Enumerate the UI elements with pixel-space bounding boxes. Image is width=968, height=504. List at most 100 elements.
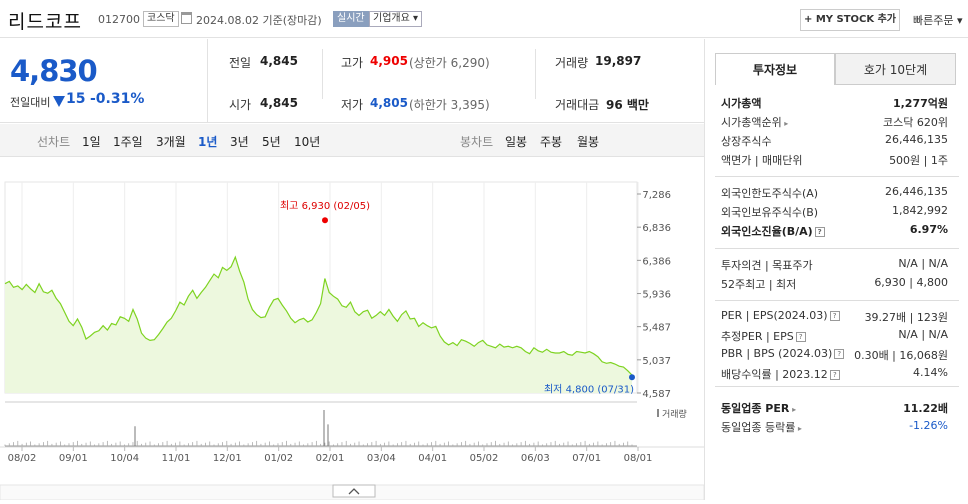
quote-area xyxy=(208,39,704,123)
candle-period-0[interactable]: 일봉 xyxy=(505,135,528,149)
inv-value-rows5-1: -1.26% xyxy=(909,419,948,432)
low-marker xyxy=(629,374,635,381)
candle-chart-label: 봉차트 xyxy=(460,135,494,149)
inv-value-rows3-0: N/A | N/A xyxy=(898,257,948,270)
current-price: 4,830 xyxy=(10,54,98,88)
down-triangle-icon xyxy=(53,96,65,107)
inv-label-rows4-0[interactable]: PER | EPS(2024.03)? xyxy=(721,309,840,322)
x-tick-label: 08/01 xyxy=(624,453,653,464)
x-tick-label: 01/02 xyxy=(264,453,293,464)
line-chart-label: 선차트 xyxy=(37,135,71,149)
chevron-right-icon: ▸ xyxy=(795,424,802,433)
period-bar xyxy=(0,124,704,157)
tab-order-book[interactable]: 호가 10단계 xyxy=(835,53,956,85)
x-tick-label: 02/01 xyxy=(316,453,345,464)
inv-label-rows1-2: 상장주식수 xyxy=(721,133,772,149)
period-6[interactable]: 10년 xyxy=(294,135,321,149)
inv-label-text: 동일업종 PER xyxy=(721,402,790,415)
date-text: 2024.08.02 기준(장마감) xyxy=(196,14,322,27)
inv-label-text: 외국인보유주식수(B) xyxy=(721,206,819,219)
inv-label-rows5-0[interactable]: 동일업종 PER ▸ xyxy=(721,400,796,416)
x-tick-label: 11/01 xyxy=(162,453,191,464)
inv-value-rows1-0: 1,277억원 xyxy=(892,97,948,110)
x-tick-label: 03/04 xyxy=(367,453,396,464)
volume-legend-icon xyxy=(657,409,659,417)
price-chart-svg: 7,286 6,836 6,386 5,936 5,487 5,037 4,587 최고 6,… xyxy=(0,181,705,501)
inv-label-rows3-0: 투자의견 | 목표주가 xyxy=(721,257,813,273)
high-value: 4,905 xyxy=(370,54,408,68)
help-icon[interactable]: ? xyxy=(795,332,806,342)
chevron-right-icon: ▸ xyxy=(789,405,797,414)
change-percent: -0.31% xyxy=(90,91,145,107)
chevron-up-icon xyxy=(348,488,360,495)
x-tick-label: 09/01 xyxy=(59,453,88,464)
prev-close-label: 전일 xyxy=(229,56,252,70)
inv-label-rows5-1[interactable]: 동일업종 등락률 ▸ xyxy=(721,419,802,435)
candle-period-2[interactable]: 월봉 xyxy=(577,135,600,149)
inv-label-rows2-0: 외국인한도주식수(A) xyxy=(721,185,818,201)
inv-label-text: 상장주식수 xyxy=(721,135,772,148)
volume-label: 거래량 xyxy=(662,408,687,420)
inv-value-rows2-2: 6.97% xyxy=(909,223,948,236)
period-3[interactable]: 1년 xyxy=(198,135,218,149)
x-tick-label: 08/02 xyxy=(8,453,37,464)
inv-value-rows4-0: 39.27배 | 123원 xyxy=(864,311,948,324)
period-0[interactable]: 1일 xyxy=(82,135,101,149)
inv-label-text: 시가총액 xyxy=(721,97,762,110)
x-tick-label: 05/02 xyxy=(470,453,499,464)
stock-name: 리드코프 xyxy=(8,11,82,33)
inv-label-text: PBR | BPS (2024.03) xyxy=(721,347,833,360)
inv-label-rows1-1[interactable]: 시가총액순위 ▸ xyxy=(721,114,788,130)
inv-label-rows4-2[interactable]: PBR | BPS (2024.03)? xyxy=(721,347,845,360)
inv-label-rows1-0: 시가총액 xyxy=(721,95,761,111)
x-tick-label: 04/01 xyxy=(418,453,447,464)
y-tick-label: 7,286 xyxy=(642,190,671,201)
candle-period-1[interactable]: 주봉 xyxy=(540,135,563,149)
x-tick-label: 12/01 xyxy=(213,453,242,464)
tab-investment-info[interactable]: 투자정보 xyxy=(715,53,835,85)
inv-label-rows2-2[interactable]: 외국인소진율(B/A)? xyxy=(721,223,825,239)
market-badge: 코스닥 xyxy=(143,11,179,27)
period-4[interactable]: 3년 xyxy=(230,135,249,149)
collapse-button xyxy=(332,484,376,498)
price-chart[interactable]: 7,286 6,836 6,386 5,936 5,487 5,037 4,587 최고 6,… xyxy=(0,158,705,501)
inv-value-rows2-1: 1,842,992 xyxy=(892,204,948,217)
stock-code: 012700 xyxy=(98,13,140,26)
inv-value-rows1-1: 코스닥 620위 xyxy=(883,116,948,129)
inv-value-rows1-2: 26,446,135 xyxy=(885,133,948,146)
inv-label-rows1-3: 액면가 | 매매단위 xyxy=(721,152,803,168)
add-mystock-button[interactable]: + MY STOCK 추가 xyxy=(800,9,900,31)
inv-label-rows4-1[interactable]: 추정PER | EPS? xyxy=(721,328,806,344)
help-icon[interactable]: ? xyxy=(814,227,825,237)
open-value: 4,845 xyxy=(260,96,298,110)
section-divider xyxy=(715,300,959,301)
divider xyxy=(535,49,536,99)
inv-label-rows4-3[interactable]: 배당수익률 | 2023.12? xyxy=(721,366,840,382)
y-tick-label: 4,587 xyxy=(642,389,671,400)
company-info-button[interactable]: 기업개요 ▾ xyxy=(369,11,422,27)
high-annotation: 최고 6,930 (02/05) xyxy=(280,200,370,212)
price-line xyxy=(4,255,633,376)
inv-label-text: 시가총액순위 xyxy=(721,116,782,129)
period-5[interactable]: 5년 xyxy=(262,135,281,149)
chevron-right-icon: ▸ xyxy=(781,119,789,128)
inv-label-text: 배당수익률 | 2023.12 xyxy=(721,368,828,381)
help-icon[interactable]: ? xyxy=(829,311,840,321)
inv-value-rows1-3: 500원 | 1주 xyxy=(889,154,948,167)
period-2[interactable]: 3개월 xyxy=(156,135,186,149)
period-1[interactable]: 1주일 xyxy=(113,135,143,149)
inv-value-rows3-1: 6,930 | 4,800 xyxy=(874,276,948,289)
realtime-button[interactable]: 실시간 xyxy=(333,11,369,27)
inv-label-rows3-1: 52주최고 | 최저 xyxy=(721,276,796,292)
quick-order-button[interactable]: 빠른주문 ▾ xyxy=(913,14,963,27)
help-icon[interactable]: ? xyxy=(834,349,845,359)
upper-limit: (상한가 6,290) xyxy=(409,56,490,70)
calendar-icon xyxy=(181,12,192,24)
inv-label-text: PER | EPS(2024.03) xyxy=(721,309,828,322)
x-tick-label: 10/04 xyxy=(110,453,139,464)
price-area-fill xyxy=(5,257,632,393)
inv-value-rows4-3: 4.14% xyxy=(913,366,948,379)
help-icon[interactable]: ? xyxy=(829,370,840,380)
change-value: 15 xyxy=(66,91,86,107)
